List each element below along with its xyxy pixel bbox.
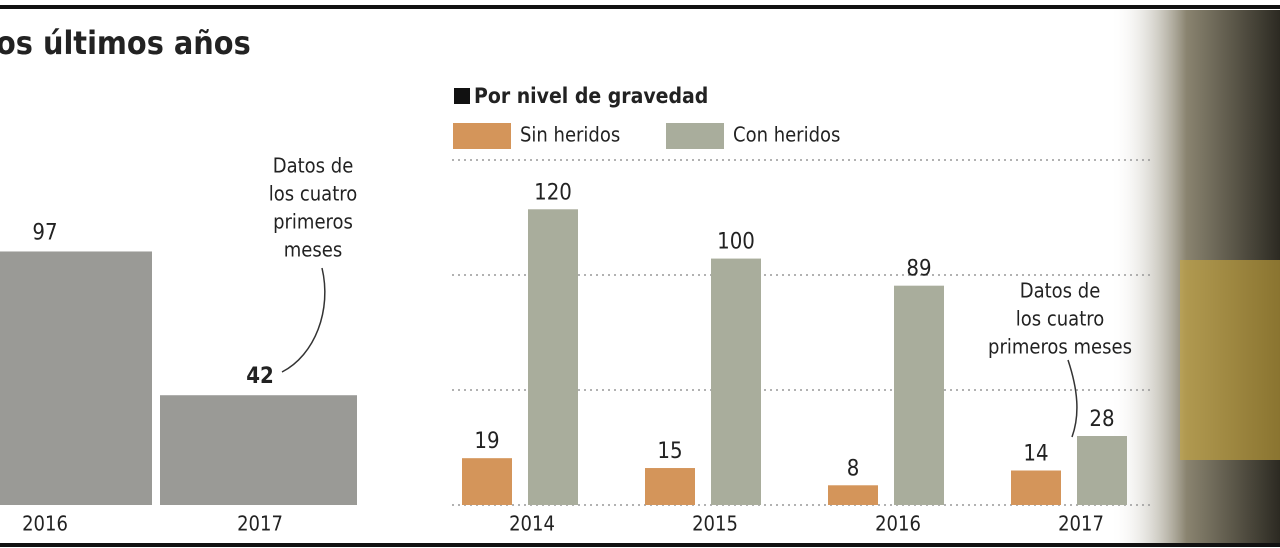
annotation: Datos de — [1020, 279, 1101, 303]
bar — [528, 209, 578, 506]
bar — [160, 395, 357, 505]
x-tick-label: 2015 — [692, 512, 738, 536]
bar — [1077, 436, 1127, 505]
top-rule — [0, 5, 1280, 9]
chart-title: os últimos años — [0, 24, 251, 62]
value-label: 19 — [474, 429, 499, 454]
value-label: 28 — [1089, 407, 1114, 432]
annotation: primeros — [273, 210, 353, 234]
annotation-leader — [281, 267, 326, 373]
x-tick-label: 2017 — [237, 512, 283, 536]
legend-swatch — [453, 123, 511, 149]
annotation: los cuatro — [269, 182, 357, 206]
annotation: meses — [284, 238, 342, 262]
bar — [828, 485, 878, 505]
value-label: 120 — [534, 180, 572, 205]
x-tick-label: 2017 — [1058, 512, 1104, 536]
chart-subtitle: Por nivel de gravedad — [474, 84, 708, 108]
value-label: 14 — [1023, 442, 1048, 467]
x-tick-label: 2016 — [22, 512, 68, 536]
annotation: Datos de — [273, 154, 354, 178]
legend-label: Sin heridos — [520, 123, 620, 147]
x-tick-label: 2016 — [875, 512, 921, 536]
bar — [894, 285, 944, 505]
annotation-leader — [1067, 359, 1078, 438]
legend-swatch — [666, 123, 724, 149]
annotation: primeros meses — [988, 335, 1132, 359]
legend-label: Con heridos — [733, 123, 840, 147]
bar — [645, 468, 695, 505]
subtitle-square — [454, 88, 470, 104]
value-label: 100 — [717, 230, 755, 255]
bar — [711, 258, 761, 505]
ambulance-photo — [1180, 260, 1280, 460]
value-label: 15 — [657, 439, 682, 464]
bar — [0, 251, 152, 505]
annotation: los cuatro — [1016, 307, 1104, 331]
value-label: 97 — [32, 220, 57, 245]
bar — [1011, 470, 1061, 505]
bottom-rule — [0, 543, 1280, 547]
x-tick-label: 2014 — [509, 512, 555, 536]
value-label: 42 — [246, 364, 274, 389]
grid — [452, 159, 1150, 506]
bar — [462, 458, 512, 505]
value-label: 89 — [906, 257, 931, 282]
value-label: 8 — [847, 456, 860, 481]
